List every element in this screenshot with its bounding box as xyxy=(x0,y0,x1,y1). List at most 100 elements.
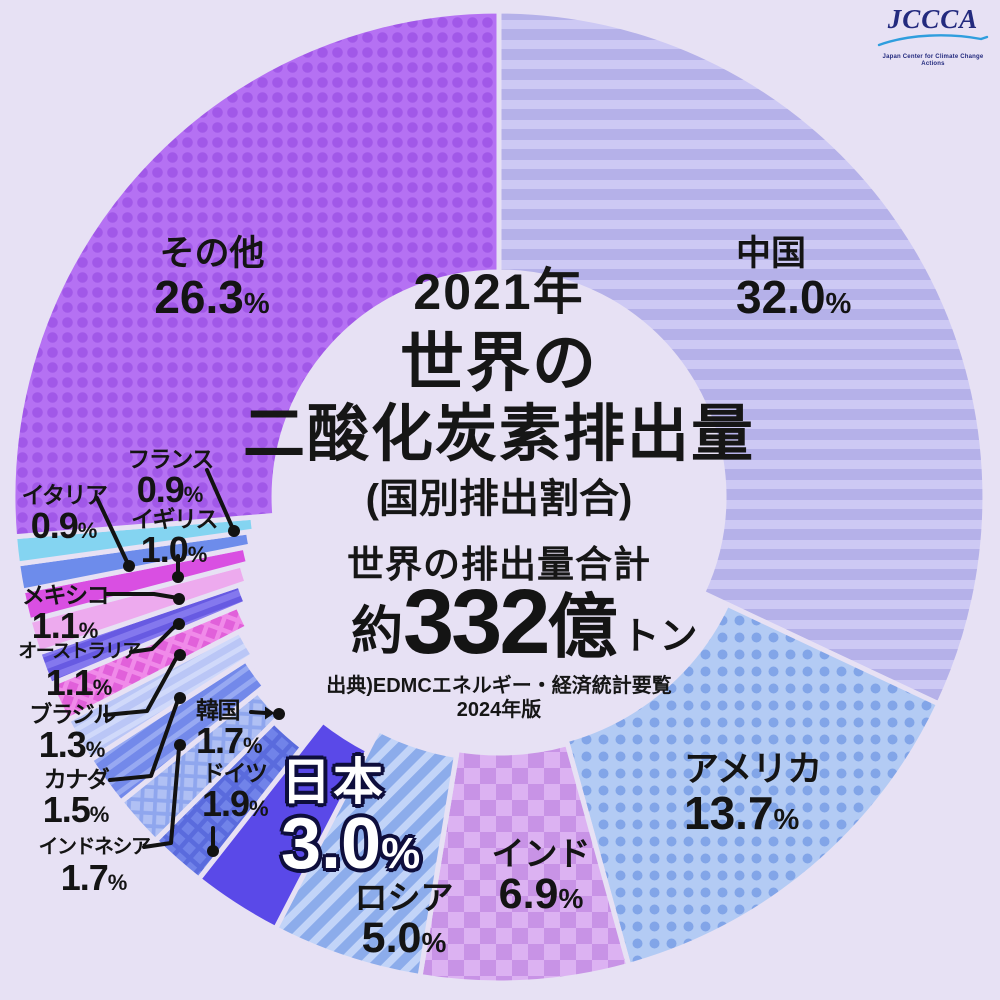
label-japan-name: 日本 xyxy=(281,754,385,810)
label-india-value: 6.9 xyxy=(498,870,559,918)
label-italy-percent-sign: % xyxy=(77,518,98,543)
slice-usa: アメリカ 13.7% xyxy=(563,601,942,968)
total-approx-prefix: 約 xyxy=(351,602,404,661)
label-uk-name: イギリス xyxy=(131,506,219,532)
label-italy-value: 0.9 xyxy=(30,505,79,546)
label-indonesia-name: インドネシア xyxy=(38,836,152,858)
label-canada-value: 1.5 xyxy=(42,789,91,830)
label-others-value: 26.3 xyxy=(154,271,244,323)
donut-slices: 中国 32.0%アメリカ 13.7%インド 6.9%ロシア 5.0%日本 3.0… xyxy=(10,8,988,986)
label-japan-percent: 3.0% xyxy=(281,808,421,880)
label-indonesia-value: 1.7 xyxy=(60,857,109,898)
label-japan-percent-sign: % xyxy=(381,829,421,878)
leader-australia xyxy=(129,618,185,654)
label-russia-percent-sign: % xyxy=(421,927,447,958)
label-germany: ドイツ 1.9% xyxy=(202,760,269,822)
label-brazil-percent-sign: % xyxy=(85,737,106,762)
label-usa-value: 13.7 xyxy=(684,787,774,839)
label-others-name: その他 xyxy=(159,234,265,273)
total-oku: 億 xyxy=(547,587,618,666)
label-india-percent-sign: % xyxy=(558,883,584,914)
label-canada-name: カナダ xyxy=(43,766,110,792)
label-china-value: 32.0 xyxy=(736,271,826,323)
total-heading: 世界の排出量合計 xyxy=(347,544,651,585)
label-south-korea-percent: 1.7% xyxy=(196,723,263,759)
source-line1: 出典)EDMCエネルギー・経済統計要覧 xyxy=(326,675,672,697)
label-germany-percent-sign: % xyxy=(249,796,269,821)
label-russia-name: ロシア xyxy=(354,879,454,916)
label-italy: イタリア 0.9% xyxy=(21,482,108,546)
label-russia: ロシア 5.0% xyxy=(355,879,454,961)
label-indonesia-percent-sign: % xyxy=(107,870,128,895)
leader-france xyxy=(205,468,240,537)
label-australia-percent: 1.1% xyxy=(18,665,140,701)
chart-title-line1: 世界の xyxy=(400,327,598,399)
leader-south-korea xyxy=(249,706,285,720)
label-australia-percent-sign: % xyxy=(92,675,113,700)
label-china-percent-sign: % xyxy=(825,288,852,320)
slice-china: 中国 32.0% xyxy=(496,8,988,707)
label-usa: アメリカ 13.7% xyxy=(684,750,822,837)
label-china-name: 中国 xyxy=(736,234,807,273)
chart-title-line2: 二酸化炭素排出量 xyxy=(242,400,756,469)
label-south-korea: 韓国 1.7% xyxy=(196,697,263,759)
leader-lines xyxy=(95,468,285,857)
label-france-name: フランス xyxy=(127,446,214,472)
label-uk-percent-sign: % xyxy=(187,542,208,567)
label-indonesia: インドネシア 1.7% xyxy=(38,834,152,898)
label-usa-name: アメリカ xyxy=(684,750,823,789)
label-russia-percent: 5.0% xyxy=(355,916,454,961)
label-india-name: インド xyxy=(491,835,591,872)
label-russia-value: 5.0 xyxy=(361,914,422,962)
label-australia-name: オーストラリア xyxy=(18,641,141,662)
label-usa-percent: 13.7% xyxy=(684,789,822,837)
label-france-value: 0.9 xyxy=(136,469,185,510)
source-line2: 2024年版 xyxy=(456,699,542,721)
label-south-korea-name: 韓国 xyxy=(196,697,240,723)
label-south-korea-percent-sign: % xyxy=(243,733,263,758)
label-france-percent: 0.9% xyxy=(127,472,213,508)
label-brazil: ブラジル 1.3% xyxy=(29,701,116,765)
label-japan-value: 3.0 xyxy=(281,804,382,884)
slice-others: その他 26.3% xyxy=(10,8,502,540)
label-germany-percent: 1.9% xyxy=(202,786,269,822)
leader-brazil xyxy=(103,649,186,717)
jccca-logo: JCCCA Japan Center for Climate Change Ac… xyxy=(872,6,994,68)
label-canada-percent: 1.5% xyxy=(43,792,110,828)
label-india-percent: 6.9% xyxy=(492,872,591,917)
label-mexico-percent: 1.1% xyxy=(22,608,108,644)
label-others-percent: 26.3% xyxy=(154,273,269,321)
leader-canada xyxy=(108,692,186,782)
label-china-percent: 32.0% xyxy=(736,273,851,321)
leader-germany xyxy=(207,826,219,857)
label-mexico-percent-sign: % xyxy=(78,618,99,643)
label-brazil-value: 1.3 xyxy=(38,724,87,765)
label-uk-value: 1.0 xyxy=(140,529,189,570)
label-italy-name: イタリア xyxy=(21,482,108,508)
chart-year: 2021年 xyxy=(413,264,585,320)
leader-mexico xyxy=(105,592,185,605)
label-india: インド 6.9% xyxy=(492,835,591,917)
label-brazil-name: ブラジル xyxy=(29,701,116,727)
jccca-logo-swoosh-icon xyxy=(877,34,989,47)
label-japan: 日本 3.0% xyxy=(281,754,421,880)
label-germany-value: 1.9 xyxy=(202,783,250,824)
label-uk-percent: 1.0% xyxy=(131,532,217,568)
label-others: その他 26.3% xyxy=(154,234,269,321)
label-usa-percent-sign: % xyxy=(773,804,800,836)
label-france: フランス 0.9% xyxy=(127,446,214,508)
label-australia-value: 1.1 xyxy=(45,662,94,703)
label-china: 中国 32.0% xyxy=(736,234,851,321)
total-number: 332 xyxy=(403,571,550,673)
label-australia: オーストラリア 1.1% xyxy=(18,639,141,701)
jccca-logo-caption: Japan Center for Climate Change Actions xyxy=(882,54,984,67)
label-canada: カナダ 1.5% xyxy=(43,766,110,828)
leader-italy xyxy=(95,496,135,572)
label-uk: イギリス 1.0% xyxy=(131,506,219,568)
label-others-percent-sign: % xyxy=(243,288,270,320)
label-south-korea-value: 1.7 xyxy=(196,720,244,761)
label-mexico-name: メキシコ xyxy=(22,582,110,608)
jccca-logo-text: JCCCA xyxy=(887,4,979,34)
